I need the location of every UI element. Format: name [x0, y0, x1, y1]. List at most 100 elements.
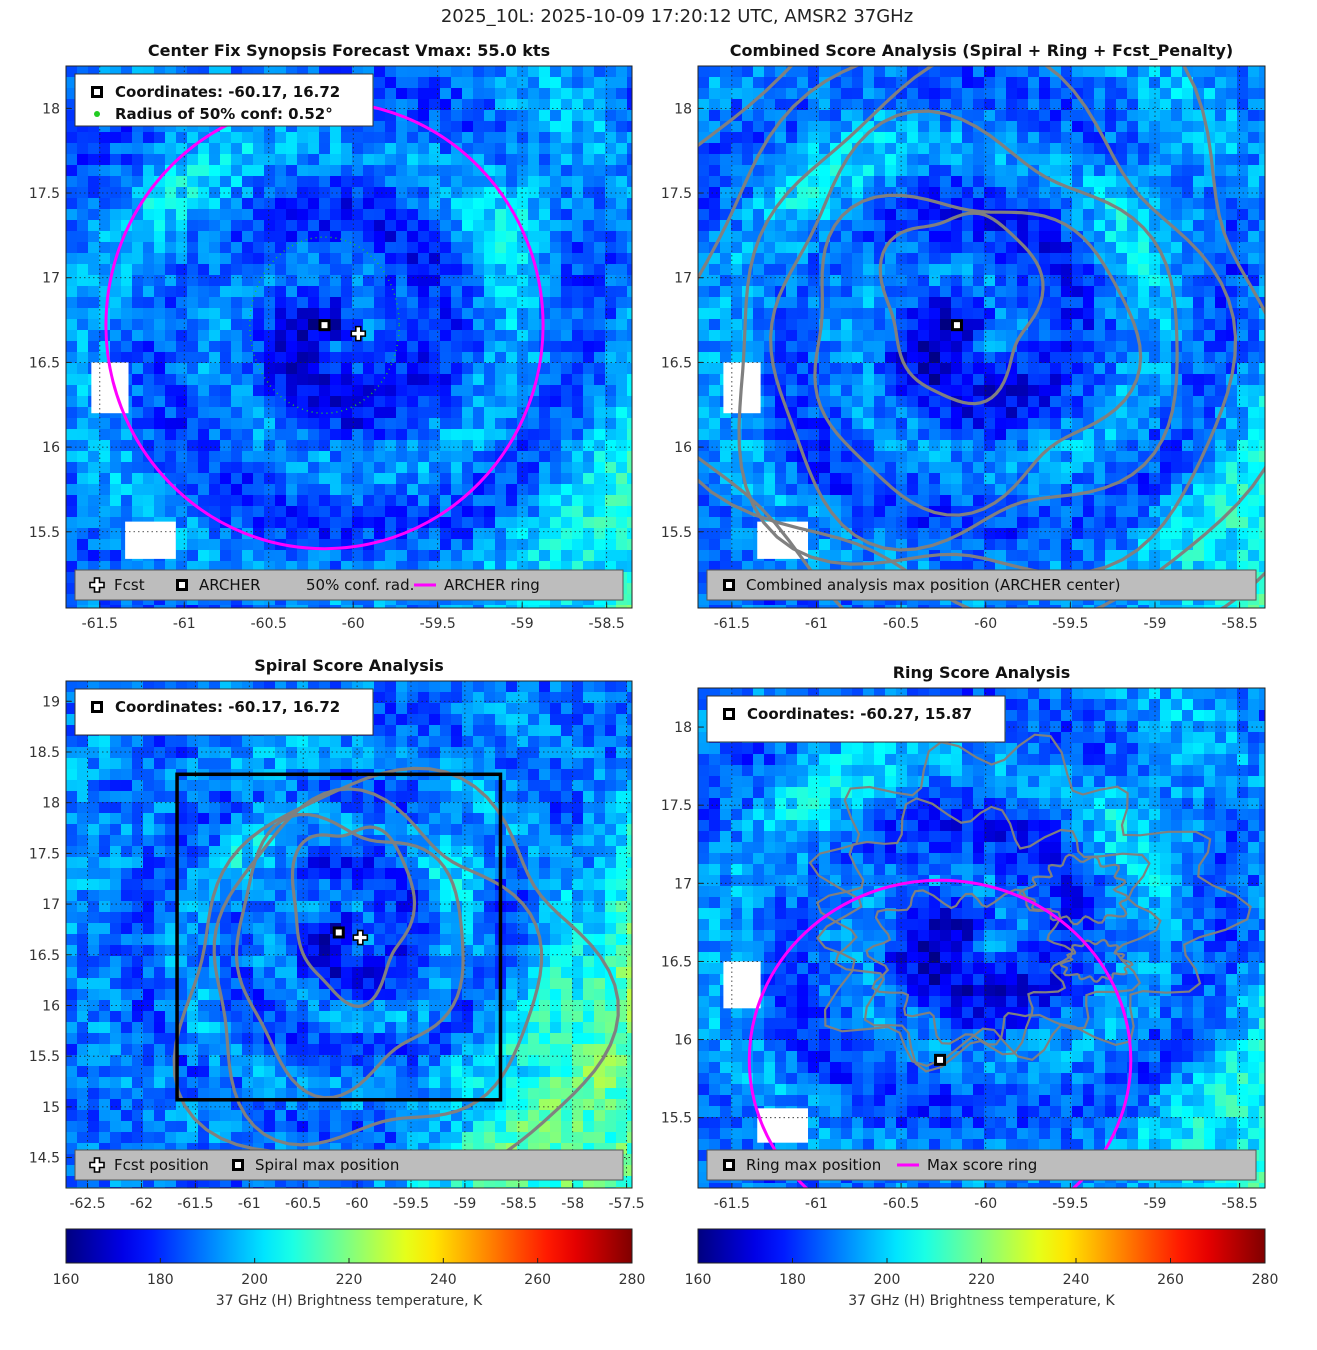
heatmap-cell: [253, 154, 265, 166]
heatmap-cell: [830, 484, 842, 496]
heatmap-cell: [605, 275, 617, 287]
heatmap-cell: [264, 231, 276, 243]
heatmap-cell: [951, 121, 963, 133]
heatmap-cell: [830, 154, 842, 166]
heatmap-cell: [627, 473, 632, 485]
heatmap-cell: [506, 473, 518, 485]
heatmap-cell: [1193, 77, 1205, 89]
heatmap-cell: [984, 374, 996, 386]
heatmap-cell: [187, 209, 199, 221]
heatmap-cell: [143, 561, 155, 573]
heatmap-cell: [429, 242, 441, 254]
heatmap-cell: [231, 561, 243, 573]
heatmap-cell: [1072, 473, 1084, 485]
heatmap-cell: [385, 121, 397, 133]
heatmap-cell: [374, 121, 386, 133]
heatmap-cell: [885, 275, 897, 287]
heatmap-cell: [896, 407, 908, 419]
heatmap-cell: [176, 176, 188, 188]
heatmap-cell: [786, 352, 798, 364]
heatmap-cell: [1039, 143, 1051, 155]
heatmap-cell: [841, 198, 853, 210]
heatmap-cell: [440, 440, 452, 452]
heatmap-cell: [1028, 440, 1040, 452]
heatmap-cell: [99, 517, 111, 529]
heatmap-cell: [962, 385, 974, 397]
heatmap-cell: [627, 319, 632, 331]
heatmap-cell: [429, 66, 441, 78]
heatmap-cell: [209, 605, 221, 608]
archer-center-marker-inner: [321, 322, 328, 329]
heatmap-cell: [627, 330, 632, 342]
heatmap-cell: [885, 462, 897, 474]
heatmap-cell: [720, 88, 732, 100]
heatmap-cell: [187, 286, 199, 298]
heatmap-cell: [506, 462, 518, 474]
heatmap-cell: [308, 484, 320, 496]
heatmap-cell: [495, 605, 507, 608]
heatmap-cell: [995, 198, 1007, 210]
heatmap-cell: [66, 506, 78, 518]
heatmap-cell: [775, 99, 787, 111]
heatmap-cell: [528, 319, 540, 331]
heatmap-cell: [473, 319, 485, 331]
heatmap-cell: [995, 121, 1007, 133]
heatmap-cell: [330, 297, 342, 309]
heatmap-cell: [440, 231, 452, 243]
heatmap-cell: [429, 176, 441, 188]
heatmap-cell: [220, 418, 232, 430]
heatmap-cell: [907, 484, 919, 496]
heatmap-cell: [517, 242, 529, 254]
heatmap-cell: [786, 253, 798, 265]
heatmap-cell: [165, 341, 177, 353]
heatmap-cell: [1017, 77, 1029, 89]
heatmap-cell: [1105, 561, 1117, 573]
heatmap-cell: [896, 363, 908, 375]
heatmap-cell: [1127, 198, 1139, 210]
heatmap-cell: [341, 198, 353, 210]
heatmap-cell: [308, 429, 320, 441]
heatmap-cell: [1116, 550, 1128, 562]
heatmap-cell: [330, 165, 342, 177]
heatmap-cell: [462, 462, 474, 474]
heatmap-cell: [506, 110, 518, 122]
heatmap-cell: [984, 352, 996, 364]
heatmap-cell: [572, 242, 584, 254]
heatmap-cell: [550, 539, 562, 551]
heatmap-cell: [874, 352, 886, 364]
heatmap-cell: [132, 473, 144, 485]
heatmap-cell: [352, 407, 364, 419]
heatmap-cell: [1072, 605, 1084, 608]
heatmap-cell: [451, 297, 463, 309]
heatmap-cell: [1083, 198, 1095, 210]
heatmap-cell: [506, 242, 518, 254]
heatmap-cell: [550, 99, 562, 111]
heatmap-cell: [764, 297, 776, 309]
heatmap-cell: [808, 187, 820, 199]
heatmap-cell: [473, 352, 485, 364]
heatmap-cell: [720, 99, 732, 111]
heatmap-cell: [1149, 330, 1161, 342]
heatmap-cell: [407, 242, 419, 254]
heatmap-cell: [539, 176, 551, 188]
heatmap-cell: [863, 561, 875, 573]
heatmap-cell: [951, 473, 963, 485]
heatmap-cell: [852, 495, 864, 507]
heatmap-cell: [973, 110, 985, 122]
heatmap-cell: [561, 473, 573, 485]
heatmap-cell: [1028, 352, 1040, 364]
heatmap-cell: [198, 374, 210, 386]
heatmap-cell: [165, 165, 177, 177]
heatmap-cell: [709, 330, 721, 342]
heatmap-cell: [220, 154, 232, 166]
heatmap-cell: [698, 396, 710, 408]
heatmap-cell: [1072, 374, 1084, 386]
heatmap-cell: [121, 341, 133, 353]
heatmap-cell: [242, 308, 254, 320]
heatmap-cell: [1028, 363, 1040, 375]
heatmap-cell: [852, 77, 864, 89]
heatmap-cell: [907, 132, 919, 144]
heatmap-cell: [165, 198, 177, 210]
heatmap-cell: [1160, 264, 1172, 276]
heatmap-cell: [539, 385, 551, 397]
